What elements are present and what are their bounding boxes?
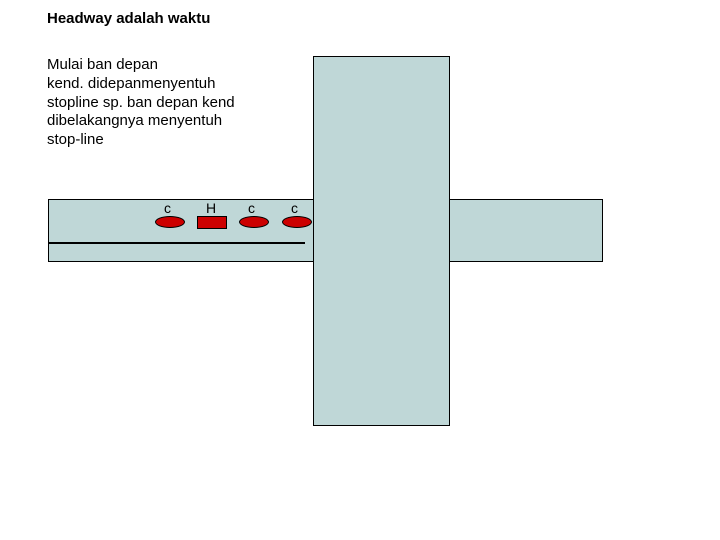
stop-line [48,242,305,244]
diagram-subtitle: Mulai ban depan kend. didepanmenyentuh s… [47,56,235,150]
vehicle-label: c [291,200,298,216]
vehicle-label: c [248,200,255,216]
car-icon [155,216,185,228]
car-icon [282,216,312,228]
car-icon [239,216,269,228]
vehicle-label: c [164,200,171,216]
vehicle-label: H [206,200,216,216]
diagram-canvas: Headway adalah waktu Mulai ban depan ken… [0,0,720,540]
road-vertical [313,56,450,426]
truck-icon [197,216,227,229]
diagram-title: Headway adalah waktu [47,10,210,27]
